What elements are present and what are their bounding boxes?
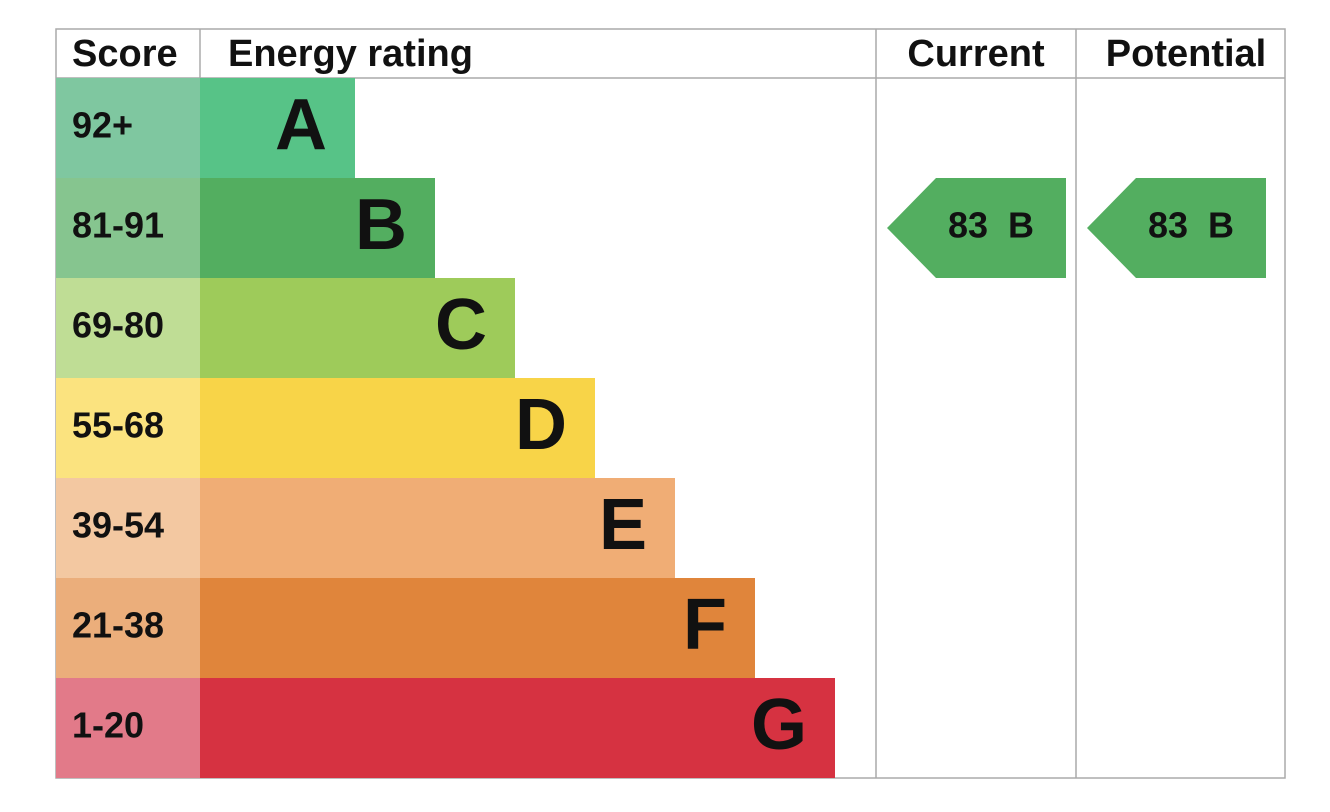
rating-letter: D [515,385,567,465]
header-score: Score [72,33,178,75]
rating-letter: A [275,85,327,165]
current-arrow [887,178,1066,278]
score-range: 92+ [72,105,133,146]
score-range: 55-68 [72,405,164,446]
potential-value: 83 [1148,205,1188,246]
rating-letter: F [683,585,727,665]
rating-bar [200,678,835,778]
current-value: 83 [948,205,988,246]
score-cell [56,78,200,178]
rating-letter: E [599,485,647,565]
header-energy-rating: Energy rating [228,33,473,75]
header-current: Current [907,33,1045,75]
potential-band: B [1208,205,1234,246]
rating-letter: B [355,185,407,265]
score-cell [56,678,200,778]
rating-bar [200,478,675,578]
rating-letter: G [751,685,807,765]
score-cell [56,578,200,678]
rating-bar [200,178,435,278]
score-range: 1-20 [72,705,144,746]
rating-bar [200,78,355,178]
rating-bar [200,378,595,478]
score-range: 69-80 [72,305,164,346]
rating-bar [200,278,515,378]
current-band: B [1008,205,1034,246]
header-potential: Potential [1106,33,1266,75]
score-cell [56,178,200,278]
rating-bar [200,578,755,678]
rating-letter: C [435,285,487,365]
score-range: 81-91 [72,205,164,246]
score-range: 21-38 [72,605,164,646]
score-cell [56,378,200,478]
score-cell [56,278,200,378]
score-range: 39-54 [72,505,164,546]
score-cell [56,478,200,578]
potential-arrow [1087,178,1266,278]
